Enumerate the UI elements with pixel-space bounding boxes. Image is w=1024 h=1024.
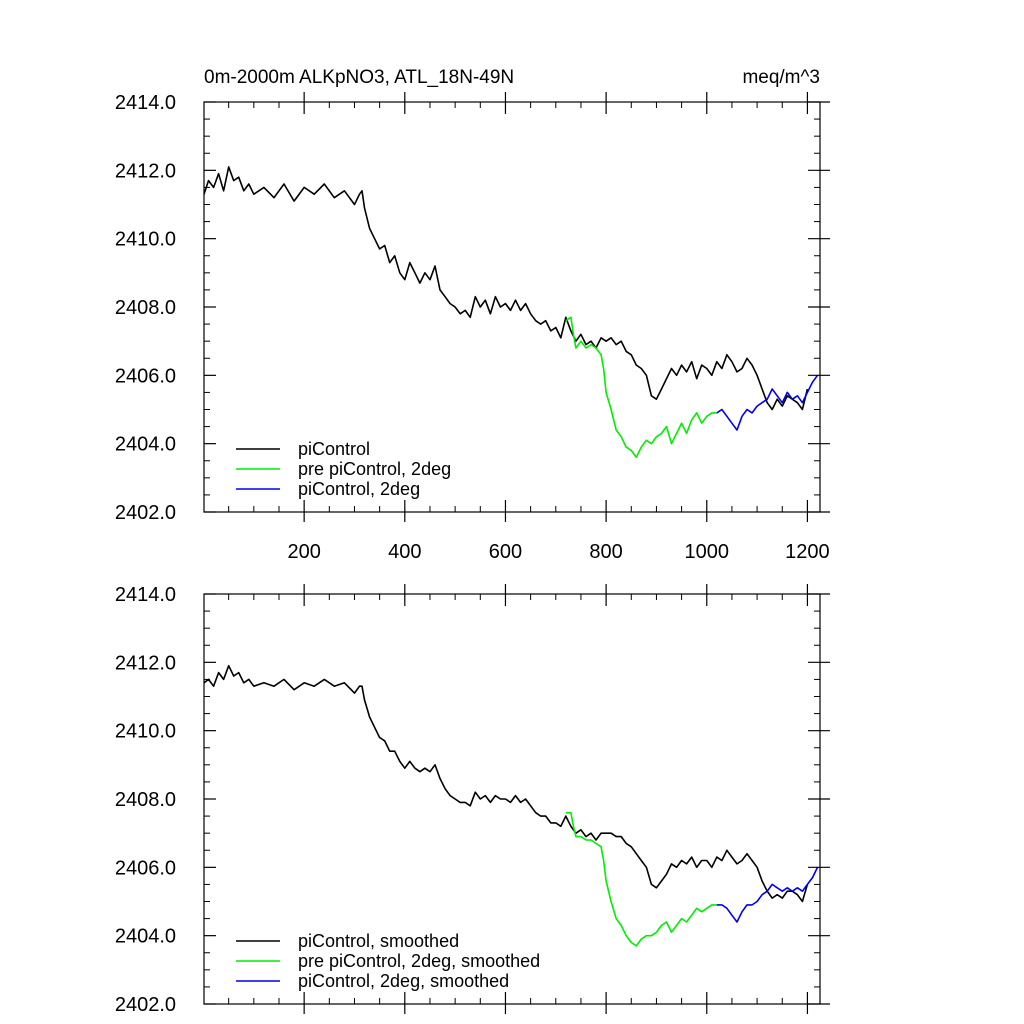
chart-title: 0m-2000m ALKpNO3, ATL_18N-49N xyxy=(204,67,514,88)
legend-label: pre piControl, 2deg, smoothed xyxy=(298,951,540,971)
y-tick-label: 2408.0 xyxy=(115,297,176,319)
y-tick-label: 2402.0 xyxy=(115,502,176,524)
x-tick-label: 200 xyxy=(287,541,320,563)
series-line-top-1 xyxy=(565,316,717,459)
y-tick-label: 2414.0 xyxy=(115,92,176,114)
y-tick-label: 2404.0 xyxy=(115,434,176,456)
y-tick-label: 2412.0 xyxy=(115,652,176,674)
series-line-top-2 xyxy=(716,374,819,431)
legend-label: piControl, smoothed xyxy=(298,931,459,951)
y-tick-label: 2410.0 xyxy=(115,721,176,743)
series-line-top-0 xyxy=(203,166,809,411)
y-tick-label: 2412.0 xyxy=(115,160,176,182)
chart-units: meq/m^3 xyxy=(742,67,820,88)
x-tick-label: 1200 xyxy=(785,541,830,563)
x-tick-label: 600 xyxy=(489,541,522,563)
y-tick-label: 2406.0 xyxy=(115,857,176,879)
series-line-bottom-1 xyxy=(565,811,717,947)
legend-label: piControl, 2deg, smoothed xyxy=(298,971,509,991)
y-tick-label: 2402.0 xyxy=(115,994,176,1016)
panel-top: 200 400 600 800 1000 1200 2402.0 2404.0 2406.0 24… xyxy=(115,92,830,563)
x-tick-label: 400 xyxy=(388,541,421,563)
y-tick-label: 2414.0 xyxy=(115,584,176,606)
y-tick-label: 2410.0 xyxy=(115,229,176,251)
y-tick-label: 2406.0 xyxy=(115,365,176,387)
legend-label: piControl, 2deg xyxy=(298,479,420,499)
legend-label: pre piControl, 2deg xyxy=(298,459,451,479)
series-line-bottom-0 xyxy=(203,664,809,903)
panel-bottom: 2402.0 2404.0 2406.0 2408.0 2410.0 2412.0 2414… xyxy=(115,584,830,1016)
x-tick-label: 800 xyxy=(589,541,622,563)
x-tick-label: 1000 xyxy=(685,541,730,563)
y-tick-label: 2408.0 xyxy=(115,789,176,811)
y-tick-label: 2404.0 xyxy=(115,926,176,948)
series-line-bottom-2 xyxy=(716,866,819,923)
legend-label: piControl xyxy=(298,439,370,459)
